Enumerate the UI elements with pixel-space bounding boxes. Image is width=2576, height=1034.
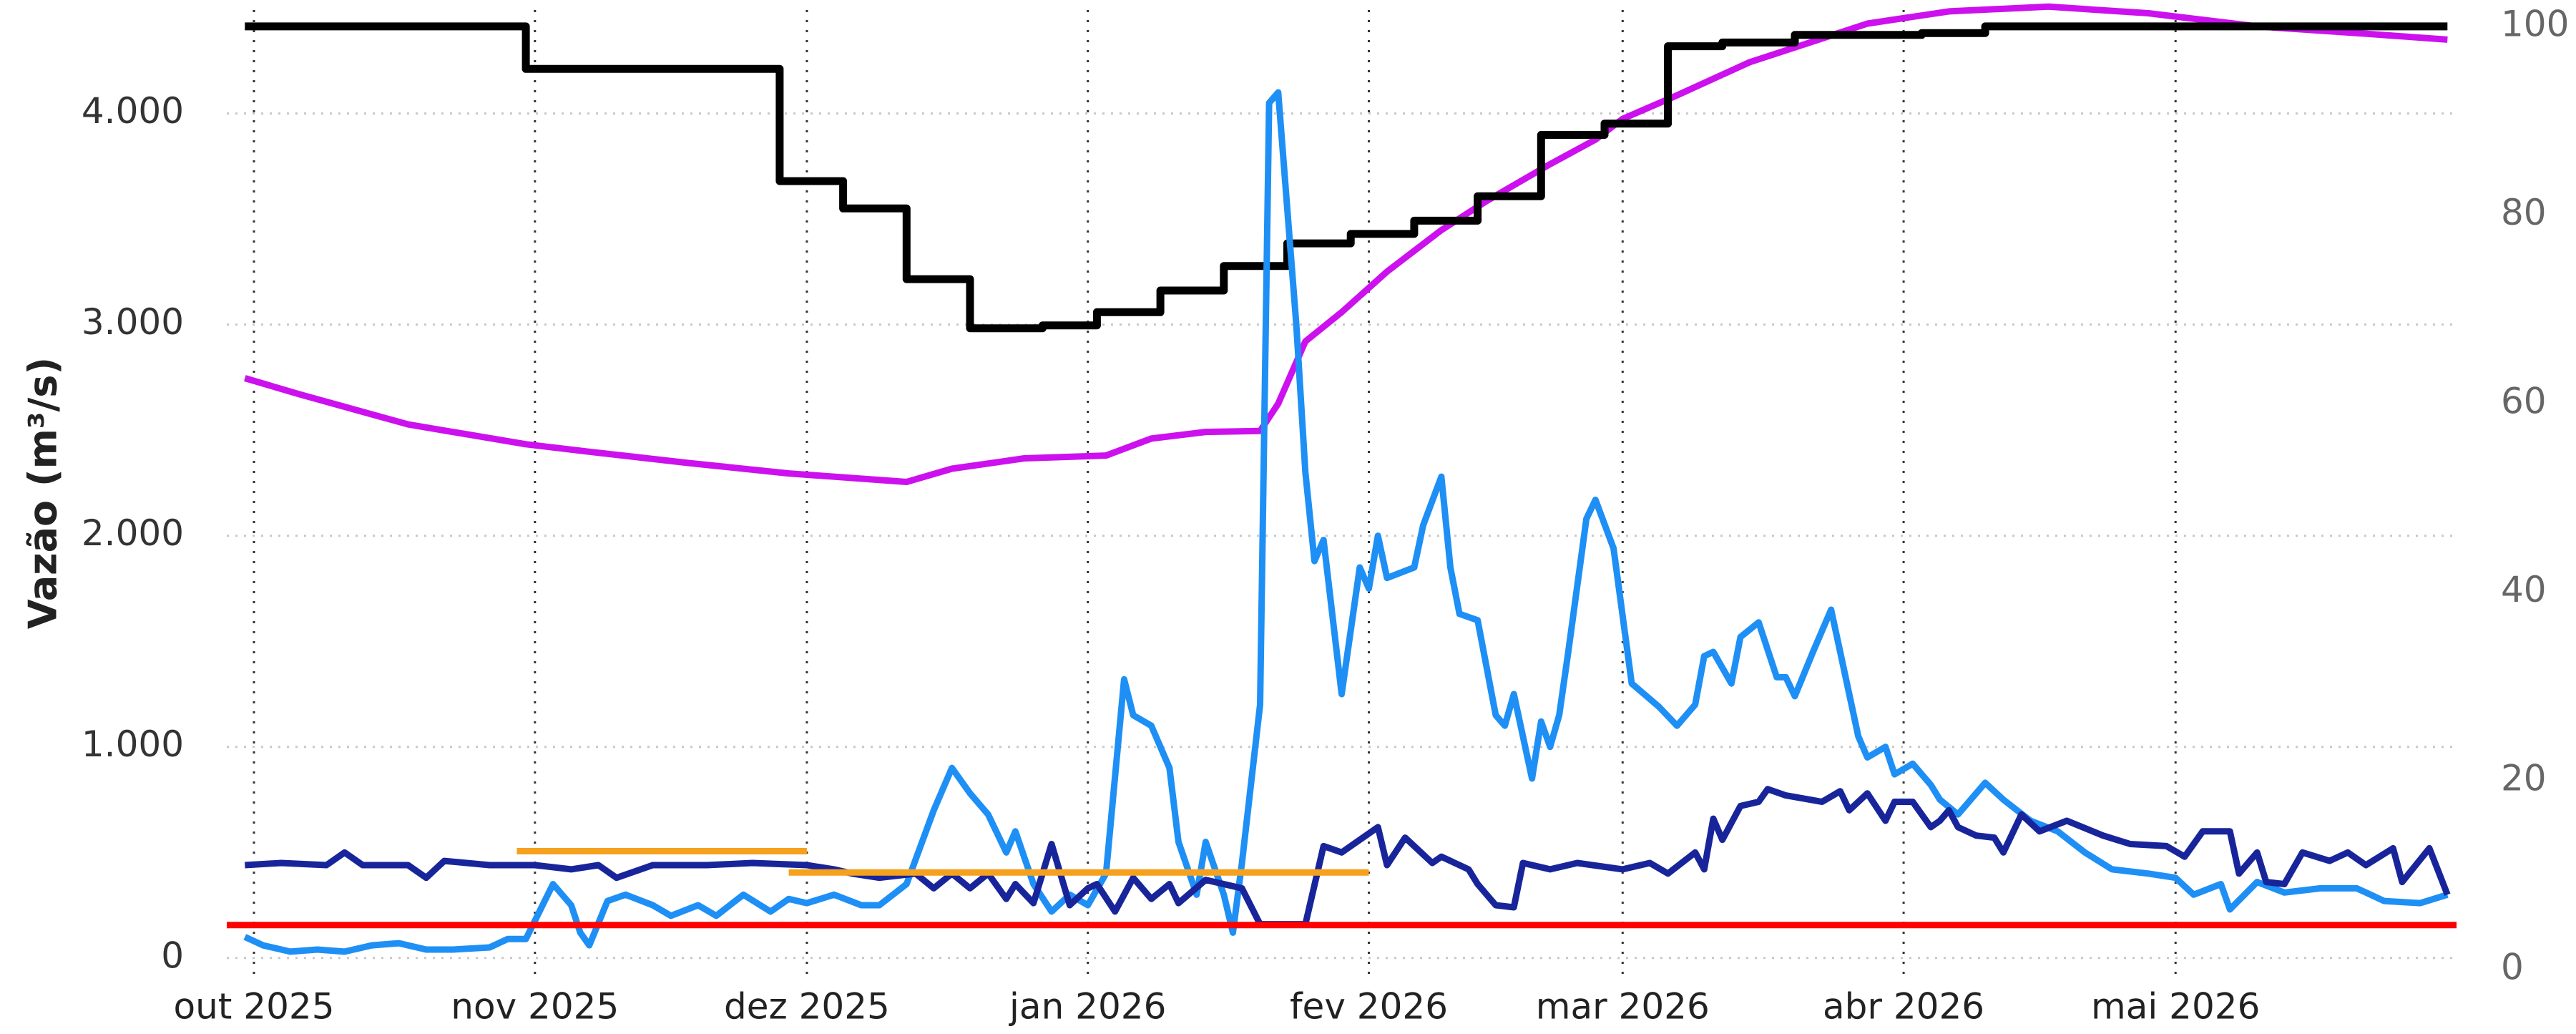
x-tick-label: mar 2026 <box>1536 986 1710 1028</box>
x-tick-label: dez 2025 <box>724 986 890 1028</box>
y2-tick-label: 60 <box>2501 381 2547 422</box>
series-line <box>245 22 2448 333</box>
series-line <box>245 786 2451 928</box>
x-tick-label: jan 2026 <box>1009 986 1166 1028</box>
x-tick-label: fev 2026 <box>1290 986 1448 1028</box>
y-tick-label: 0 <box>161 935 184 976</box>
series-line <box>244 3 2448 485</box>
y-axis-title: Vazão (m³/s) <box>21 357 66 629</box>
y2-tick-label: 0 <box>2501 946 2524 987</box>
y-tick-label: 1.000 <box>82 723 184 765</box>
y2-tick-label: 100 <box>2501 3 2569 44</box>
series-line <box>243 89 2449 955</box>
y2-tick-label: 20 <box>2501 758 2547 799</box>
x-tick-label: abr 2026 <box>1823 986 1984 1028</box>
y2-tick-label: 80 <box>2501 192 2547 233</box>
y-tick-label: 4.000 <box>82 90 184 132</box>
y2-tick-label: 40 <box>2501 569 2547 610</box>
x-tick-label: mai 2026 <box>2091 986 2260 1028</box>
y-tick-label: 2.000 <box>82 512 184 554</box>
x-tick-label: out 2025 <box>173 986 334 1028</box>
y-tick-label: 3.000 <box>82 301 184 343</box>
x-tick-label: nov 2025 <box>451 986 619 1028</box>
